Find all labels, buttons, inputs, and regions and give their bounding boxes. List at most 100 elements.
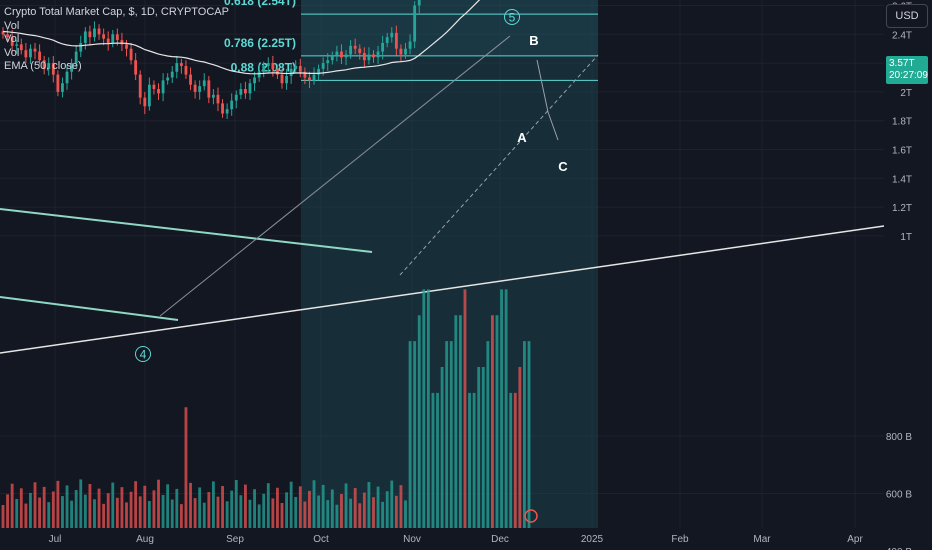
volume-bar [230, 490, 234, 528]
volume-bar [198, 487, 202, 528]
candle [157, 89, 160, 94]
volume-bar [161, 494, 165, 528]
candle [262, 65, 266, 72]
candle [298, 65, 302, 72]
volume-bar [509, 392, 513, 528]
candle [106, 38, 110, 43]
volume-bar [184, 407, 188, 528]
volume-bar [436, 392, 439, 528]
volume-bar [330, 489, 334, 528]
candle [166, 77, 170, 81]
candle [294, 65, 298, 69]
volume-bar [399, 485, 403, 528]
candle [385, 37, 389, 43]
volume-bar [248, 499, 252, 528]
candle [280, 74, 284, 84]
volume-bar [449, 341, 453, 528]
candle [33, 48, 37, 52]
candle [179, 63, 183, 66]
candle [289, 68, 293, 77]
volume-bar [458, 315, 462, 528]
y-tick-label: 1.2T [892, 203, 912, 214]
volume-bar [147, 500, 151, 528]
volume-bar [481, 367, 485, 528]
y-tick-label: 1.4T [892, 174, 912, 185]
candle [134, 60, 138, 75]
volume-bar [257, 504, 261, 528]
symbol-title[interactable]: Crypto Total Market Cap, $, 1D, CRYPTOCA… [4, 6, 229, 18]
trendline-upper-channel [0, 208, 373, 253]
volume-bar [83, 494, 87, 528]
volume-bar [523, 341, 526, 528]
candle [115, 34, 119, 41]
fib-zone-band [301, 0, 598, 56]
volume-indicator-1[interactable]: Vol [4, 19, 20, 32]
candle [317, 68, 321, 75]
volume-bar [335, 504, 339, 528]
volume-bar [157, 479, 160, 528]
volume-bar [477, 367, 481, 528]
candle [79, 42, 83, 52]
fib-level-label: 0.786 (2.25T) [224, 36, 296, 50]
wave-label-4: 4 [140, 348, 147, 362]
candle [271, 63, 275, 69]
candle [266, 63, 270, 66]
volume-bar [29, 492, 32, 528]
x-tick-label: 2025 [581, 534, 604, 545]
candle [344, 54, 348, 58]
volume-bar [179, 504, 183, 528]
volume-bar [404, 500, 407, 528]
volume-bar [221, 486, 224, 528]
volume-bar [312, 480, 316, 528]
volume-bar [390, 480, 394, 528]
candle [111, 34, 115, 43]
volume-bar [1, 505, 5, 528]
candle [189, 74, 192, 85]
volume-bar [93, 499, 96, 528]
candle [147, 84, 151, 107]
volume-bar [367, 482, 371, 528]
volume-bar [234, 479, 238, 528]
volume-bar [33, 482, 37, 528]
candle [175, 63, 179, 72]
currency-button[interactable]: USD [886, 4, 928, 28]
volume-bar [431, 392, 435, 528]
wave-label-a: A [517, 130, 527, 145]
volume-bar [321, 484, 325, 528]
candle [230, 100, 234, 110]
y-tick-label: 2.4T [892, 30, 912, 41]
volume-bar [79, 479, 83, 528]
candle [221, 103, 224, 114]
volume-bar [120, 487, 124, 528]
candle [93, 28, 96, 38]
volume-bar [308, 490, 311, 528]
candle [184, 65, 188, 75]
candle [326, 60, 330, 64]
dashed-channel-line [399, 54, 599, 276]
x-tick-label: Sep [226, 534, 244, 545]
volume-bar [166, 484, 170, 528]
x-tick-label: Aug [136, 534, 154, 545]
volume-bar [125, 502, 128, 528]
candle [38, 51, 42, 61]
volume-bar [468, 392, 471, 528]
volume-bar [349, 498, 353, 528]
volume-indicator-3[interactable]: Vol [4, 46, 20, 59]
ema-indicator[interactable]: EMA (50, close) [4, 60, 82, 72]
volume-bar [376, 486, 380, 528]
volume-bar [6, 494, 9, 528]
candle [42, 60, 46, 69]
projection-path [536, 59, 559, 141]
volume-bar [413, 341, 417, 528]
volume-bar [285, 492, 289, 528]
volume-bar [298, 486, 302, 528]
volume-indicator-2[interactable]: Vol [4, 33, 20, 45]
candle [125, 44, 128, 49]
volume-bar [490, 315, 494, 528]
candle [65, 71, 69, 84]
candle [239, 89, 243, 95]
candle [129, 48, 133, 61]
candle [340, 51, 343, 58]
candle [198, 86, 202, 92]
